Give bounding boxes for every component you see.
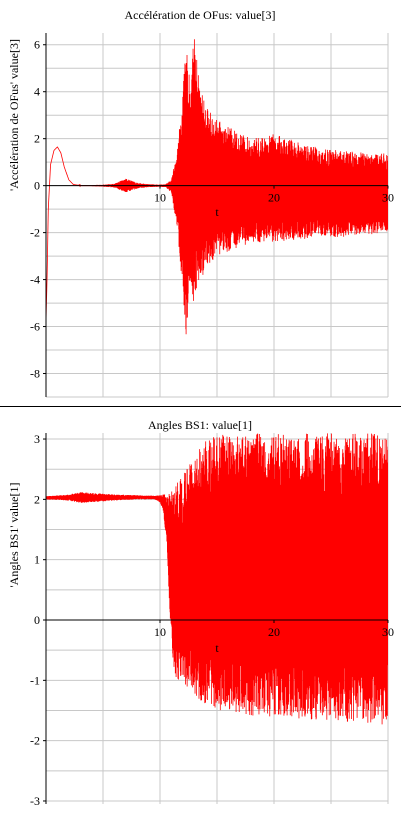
x-axis-label: t <box>215 641 219 655</box>
x-tick-label: 30 <box>382 625 394 639</box>
chart-title: Accélération de OFus: value[3] <box>125 8 276 22</box>
y-tick-label: -8 <box>30 367 40 381</box>
tick-labels: -8 -6 -4 -2 0 2 4 6 10 20 30 <box>30 38 394 381</box>
axes <box>43 33 389 397</box>
x-tick-label: 20 <box>268 191 280 205</box>
y-tick-label: 4 <box>34 85 40 99</box>
axes <box>43 433 389 804</box>
chart-acceleration: Accélération de OFus: value[3] -8 -6 -4 -2 0… <box>7 8 394 398</box>
chart-title: Angles BS1: value[1] <box>148 418 252 432</box>
x-tick-label: 30 <box>382 191 394 205</box>
y-tick-label: 3 <box>34 432 40 446</box>
series-trace-group <box>46 433 388 725</box>
chart-angles: Angles BS1: value[1] -3 -2 -1 0 1 2 3 10 20 30 'A… <box>7 418 394 808</box>
y-tick-label: 1 <box>34 553 40 567</box>
y-tick-label: -3 <box>30 794 40 808</box>
y-tick-label: -1 <box>30 673 40 687</box>
series-line <box>46 433 388 725</box>
y-tick-label: -2 <box>30 226 40 240</box>
grid <box>46 33 389 398</box>
x-tick-label: 10 <box>154 625 166 639</box>
y-tick-label: 2 <box>34 132 40 146</box>
tick-labels: -3 -2 -1 0 1 2 3 10 20 30 <box>30 432 394 808</box>
y-tick-label: 6 <box>34 38 40 52</box>
y-axis-label: 'Accélération de OFus' value[3] <box>7 39 21 191</box>
y-tick-label: -2 <box>30 734 40 748</box>
y-tick-label: 0 <box>34 179 40 193</box>
x-tick-label: 10 <box>154 191 166 205</box>
y-tick-label: -4 <box>30 273 40 287</box>
y-axis-label: 'Angles BS1' value[1] <box>7 483 21 588</box>
x-tick-label: 20 <box>268 625 280 639</box>
x-axis-label: t <box>215 205 219 219</box>
y-tick-label: 0 <box>34 613 40 627</box>
y-tick-label: 2 <box>34 492 40 506</box>
y-tick-label: -6 <box>30 320 40 334</box>
